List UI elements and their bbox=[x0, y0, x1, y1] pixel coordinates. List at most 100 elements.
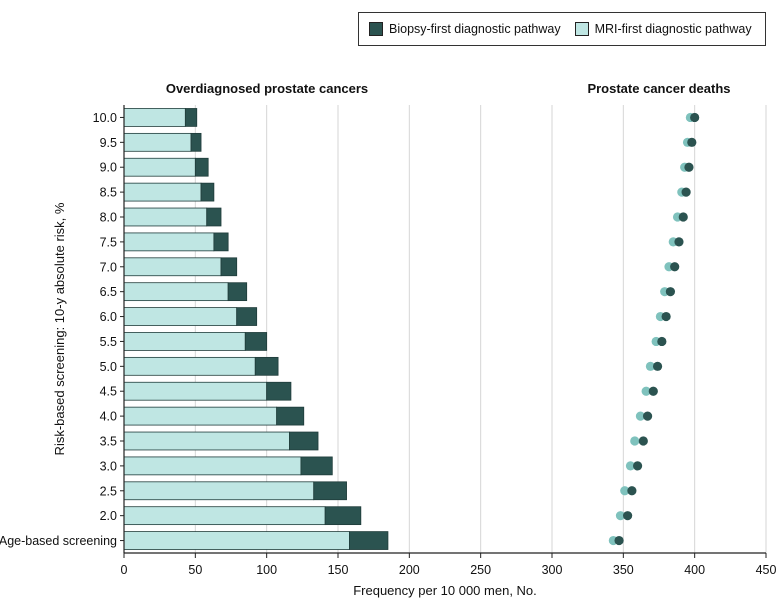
bar-biopsy-first bbox=[289, 431, 319, 451]
dot-mri-first bbox=[625, 461, 636, 471]
dot-biopsy-first bbox=[614, 535, 624, 546]
bar-mri-first bbox=[123, 381, 268, 401]
bar-biopsy-first bbox=[213, 232, 229, 252]
dot-mri-first bbox=[630, 436, 640, 446]
x-tick-label: 300 bbox=[542, 563, 563, 577]
y-tick-label: 2.0 bbox=[100, 509, 117, 523]
bar-mri-first bbox=[123, 157, 196, 177]
bar-biopsy-first bbox=[313, 481, 347, 501]
bar-biopsy-first bbox=[227, 282, 248, 302]
y-tick-label: 7.0 bbox=[100, 260, 117, 274]
bar-mri-first bbox=[123, 307, 238, 326]
bar-biopsy-first bbox=[220, 257, 238, 277]
legend-label-biopsy: Biopsy-first diagnostic pathway bbox=[389, 22, 561, 36]
x-tick-label: 400 bbox=[684, 563, 705, 577]
legend-item-mri: MRI-first diagnostic pathway bbox=[574, 22, 752, 36]
dot-biopsy-first bbox=[652, 361, 663, 371]
dot-biopsy-first bbox=[678, 212, 688, 222]
dot-biopsy-first bbox=[642, 411, 653, 421]
x-axis-label: Frequency per 10 000 men, No. bbox=[353, 583, 537, 598]
bar-biopsy-first bbox=[200, 182, 215, 202]
bar-biopsy-first bbox=[194, 157, 209, 177]
dot-biopsy-first bbox=[657, 336, 667, 347]
y-tick-label: 5.5 bbox=[100, 335, 117, 349]
bar-biopsy-first bbox=[349, 531, 389, 550]
bars-group bbox=[123, 108, 389, 550]
x-tick-label: 50 bbox=[188, 563, 202, 577]
bar-biopsy-first bbox=[254, 356, 279, 376]
x-tick-label: 450 bbox=[756, 563, 777, 577]
y-tick-label: 4.0 bbox=[100, 410, 117, 424]
y-tick-label: 7.5 bbox=[100, 235, 117, 249]
dot-mri-first bbox=[641, 386, 651, 396]
bar-mri-first bbox=[123, 257, 222, 277]
bar-biopsy-first bbox=[266, 381, 292, 401]
x-tick-label: 250 bbox=[470, 563, 491, 577]
legend-swatch-mri bbox=[574, 22, 589, 36]
bar-biopsy-first bbox=[300, 456, 333, 476]
bar-mri-first bbox=[123, 108, 186, 127]
y-tick-label: Age-based screening bbox=[0, 534, 117, 548]
dots-group bbox=[608, 112, 700, 546]
bar-biopsy-first bbox=[276, 406, 305, 426]
y-tick-label: 4.5 bbox=[100, 385, 117, 399]
y-tick-label: 8.0 bbox=[100, 211, 117, 225]
x-tick-label: 350 bbox=[613, 563, 634, 577]
x-tick-label: 0 bbox=[121, 563, 128, 577]
y-tick-label: 8.5 bbox=[100, 186, 117, 200]
dot-biopsy-first bbox=[670, 262, 680, 272]
dot-biopsy-first bbox=[661, 311, 671, 322]
y-axis-label: Risk-based screening: 10-y absolute risk… bbox=[52, 202, 67, 455]
y-tick-label: 9.0 bbox=[100, 161, 117, 175]
dot-mri-first bbox=[615, 511, 626, 521]
x-tick-label: 150 bbox=[328, 563, 349, 577]
dot-mri-first bbox=[635, 411, 646, 421]
dot-biopsy-first bbox=[690, 112, 700, 123]
bar-mri-first bbox=[123, 207, 208, 227]
bar-mri-first bbox=[123, 356, 256, 376]
bar-biopsy-first bbox=[190, 132, 202, 152]
bar-biopsy-first bbox=[244, 332, 268, 351]
dot-biopsy-first bbox=[627, 486, 637, 496]
dot-biopsy-first bbox=[687, 137, 697, 147]
dot-biopsy-first bbox=[674, 237, 684, 247]
bar-mri-first bbox=[123, 282, 229, 302]
legend: Biopsy-first diagnostic pathway MRI-firs… bbox=[358, 12, 766, 46]
legend-label-mri: MRI-first diagnostic pathway bbox=[594, 22, 752, 36]
left-panel-title: Overdiagnosed prostate cancers bbox=[166, 81, 368, 96]
y-tick-label: 6.5 bbox=[100, 285, 117, 299]
bar-biopsy-first bbox=[324, 506, 362, 526]
bar-mri-first bbox=[123, 531, 350, 550]
dot-mri-first bbox=[645, 361, 656, 371]
bar-mri-first bbox=[123, 506, 326, 526]
axes: 0 50 100 150 200 250 300 350 400 450 10.0 9.5 9.0 8.5… bbox=[0, 105, 776, 577]
dot-biopsy-first bbox=[681, 187, 691, 197]
y-tick-label: 10.0 bbox=[93, 111, 117, 125]
bar-mri-first bbox=[123, 431, 290, 451]
bar-mri-first bbox=[123, 406, 278, 426]
dot-biopsy-first bbox=[648, 386, 658, 396]
bar-mri-first bbox=[123, 132, 192, 152]
bar-mri-first bbox=[123, 332, 246, 351]
dot-biopsy-first bbox=[638, 436, 648, 446]
bar-mri-first bbox=[123, 481, 315, 501]
y-tick-label: 5.0 bbox=[100, 360, 117, 374]
legend-swatch-biopsy bbox=[369, 22, 383, 36]
bar-biopsy-first bbox=[206, 207, 222, 227]
legend-item-biopsy: Biopsy-first diagnostic pathway bbox=[369, 22, 561, 36]
bar-biopsy-first bbox=[236, 307, 258, 326]
y-tick-label: 9.5 bbox=[100, 136, 117, 150]
bar-mri-first bbox=[123, 456, 302, 476]
bar-mri-first bbox=[123, 232, 215, 252]
x-tick-label: 100 bbox=[256, 563, 277, 577]
dot-biopsy-first bbox=[665, 287, 676, 297]
y-tick-label: 3.0 bbox=[100, 459, 117, 473]
dot-biopsy-first bbox=[633, 461, 643, 471]
bar-biopsy-first bbox=[184, 108, 198, 127]
bar-mri-first bbox=[123, 182, 202, 202]
gridlines bbox=[194, 105, 767, 553]
y-tick-label: 2.5 bbox=[100, 484, 117, 498]
dot-mri-first bbox=[620, 486, 630, 496]
dot-biopsy-first bbox=[684, 162, 694, 172]
